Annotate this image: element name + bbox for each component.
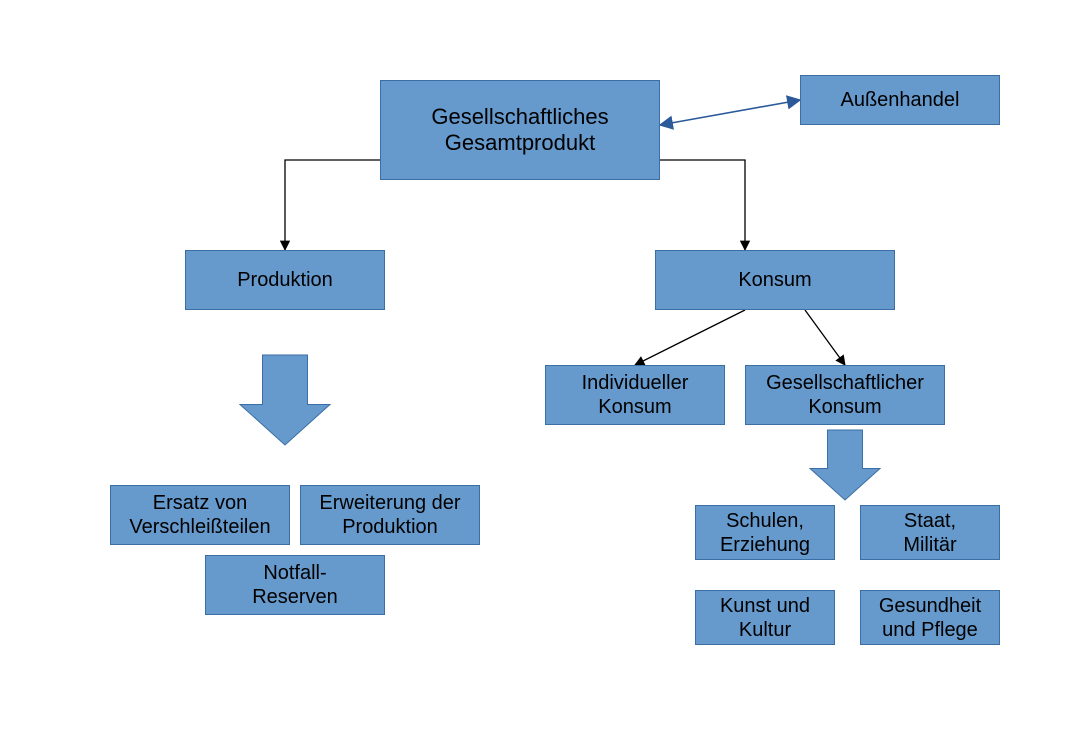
block-arrow-ba-ges [810, 430, 880, 500]
node-prod: Produktion [185, 250, 385, 310]
edge-e-root-konsum [660, 160, 745, 250]
node-konsum: Konsum [655, 250, 895, 310]
node-erweit: Erweiterung derProduktion [300, 485, 480, 545]
node-kunst: Kunst undKultur [695, 590, 835, 645]
node-gesund: Gesundheitund Pflege [860, 590, 1000, 645]
edge-e-root-aussen [660, 100, 800, 125]
edge-e-kon-ind [635, 310, 745, 365]
diagram-canvas: GesellschaftlichesGesamtprodukt Außenhand… [0, 0, 1068, 755]
node-staat: Staat,Militär [860, 505, 1000, 560]
node-aussen: Außenhandel [800, 75, 1000, 125]
node-notfall: Notfall-Reserven [205, 555, 385, 615]
edge-e-root-prod [285, 160, 380, 250]
node-schulen: Schulen,Erziehung [695, 505, 835, 560]
node-indkon: IndividuellerKonsum [545, 365, 725, 425]
edge-e-kon-ges [805, 310, 845, 365]
node-root: GesellschaftlichesGesamtprodukt [380, 80, 660, 180]
node-geskon: GesellschaftlicherKonsum [745, 365, 945, 425]
node-ersatz: Ersatz vonVerschleißteilen [110, 485, 290, 545]
block-arrow-ba-prod [240, 355, 330, 445]
